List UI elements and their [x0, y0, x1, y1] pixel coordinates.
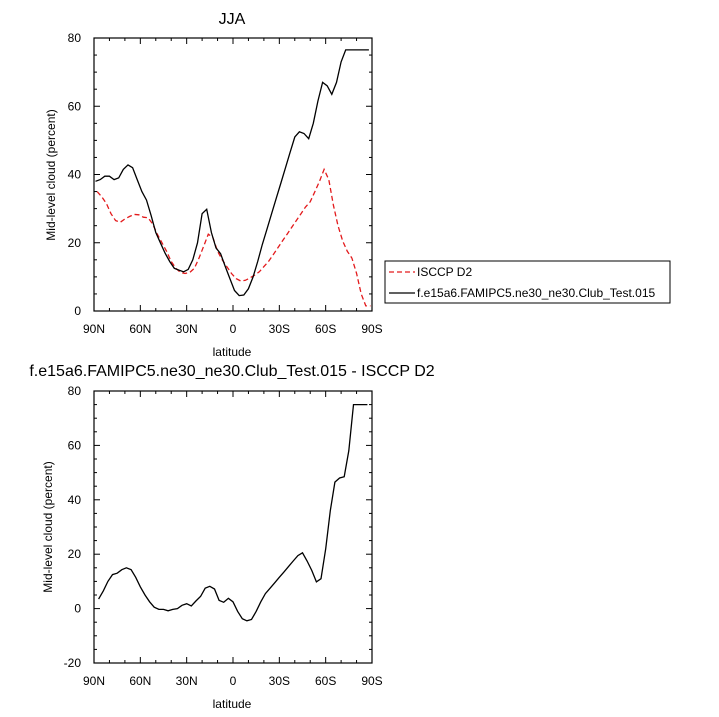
y-tick-label: 0	[74, 602, 81, 616]
legend-label: f.e15a6.FAMIPC5.ne30_ne30.Club_Test.015	[417, 286, 655, 300]
chart-title: JJA	[219, 11, 246, 28]
plot-frame	[93, 390, 373, 664]
y-tick-label: 40	[68, 493, 82, 507]
x-tick-label: 90N	[83, 674, 105, 688]
x-tick-label: 90S	[361, 674, 382, 688]
y-tick-label: 60	[68, 438, 82, 452]
x-tick-label: 60S	[315, 322, 336, 336]
chart-title: f.e15a6.FAMIPC5.ne30_ne30.Club_Test.015 …	[29, 363, 434, 380]
y-tick-label: 60	[68, 99, 82, 113]
x-tick-label: 60N	[129, 674, 151, 688]
x-tick-label: 30S	[269, 322, 290, 336]
x-tick-label: 60S	[315, 674, 336, 688]
chart-panel-top: JJA 90N 60N 30N 0 30S 60S 90S 0 20 40 60 80 latitud…	[44, 11, 671, 359]
x-tick-label: 30N	[176, 674, 198, 688]
series-line-isccp-d2	[96, 167, 371, 307]
y-tick-label: 0	[74, 304, 81, 318]
series-line-model	[98, 403, 368, 622]
x-axis-label: latitude	[213, 345, 252, 359]
y-tick-label: -20	[64, 656, 82, 670]
x-tick-label: 0	[230, 674, 237, 688]
y-tick-label: 20	[68, 547, 82, 561]
x-tick-label: 90S	[361, 322, 382, 336]
y-tick-label: 20	[68, 236, 82, 250]
chart-panel-bottom: f.e15a6.FAMIPC5.ne30_ne30.Club_Test.015 …	[29, 363, 434, 711]
legend-box	[384, 260, 671, 304]
y-axis-label: Mid-level cloud (percent)	[41, 461, 55, 592]
x-tick-label: 30N	[176, 322, 198, 336]
legend-label: ISCCP D2	[417, 265, 472, 279]
plot-area: 90N 60N 30N 0 30S 60S 90S -20 0 20 40 60 80	[64, 384, 383, 688]
plot-area: 90N 60N 30N 0 30S 60S 90S 0 20 40 60 80	[68, 31, 383, 336]
x-tick-label: 60N	[129, 322, 151, 336]
legend: ISCCP D2 f.e15a6.FAMIPC5.ne30_ne30.Club_…	[384, 260, 671, 304]
series-line-model	[95, 49, 369, 297]
x-tick-label: 90N	[83, 322, 105, 336]
y-tick-label: 80	[68, 384, 82, 398]
x-tick-label: 0	[230, 322, 237, 336]
x-axis-label: latitude	[213, 697, 252, 711]
x-tick-label: 30S	[269, 674, 290, 688]
y-tick-label: 40	[68, 168, 82, 182]
y-axis-label: Mid-level cloud (percent)	[44, 109, 58, 240]
y-tick-label: 80	[68, 31, 82, 45]
